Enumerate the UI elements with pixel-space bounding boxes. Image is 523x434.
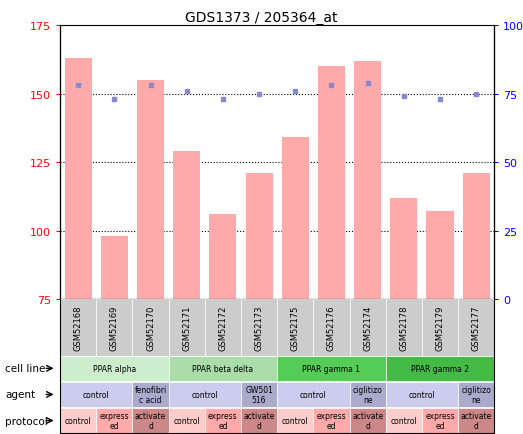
Bar — [101, 237, 128, 299]
Text: ciglitizo
ne: ciglitizo ne — [353, 385, 382, 404]
Text: GSM52168: GSM52168 — [74, 305, 83, 350]
Text: control: control — [391, 416, 417, 425]
Text: GDS1373 / 205364_at: GDS1373 / 205364_at — [185, 11, 338, 25]
Bar — [318, 67, 345, 299]
Text: express
ed: express ed — [208, 411, 238, 430]
Text: GSM52177: GSM52177 — [472, 305, 481, 350]
Bar — [245, 174, 272, 299]
Text: PPAR gamma 1: PPAR gamma 1 — [302, 364, 360, 373]
Text: control: control — [300, 390, 327, 399]
Text: control: control — [282, 416, 309, 425]
Bar — [282, 138, 309, 299]
Text: control: control — [83, 390, 110, 399]
Bar — [354, 62, 381, 299]
Text: protocol: protocol — [5, 416, 48, 425]
Bar — [65, 59, 92, 299]
Text: control: control — [191, 390, 218, 399]
Bar — [390, 198, 417, 299]
Bar — [173, 152, 200, 299]
Text: GSM52171: GSM52171 — [182, 305, 191, 350]
Text: express
ed: express ed — [316, 411, 346, 430]
Text: PPAR alpha: PPAR alpha — [93, 364, 136, 373]
Bar — [462, 174, 490, 299]
Text: GSM52170: GSM52170 — [146, 305, 155, 350]
Text: GSM52175: GSM52175 — [291, 305, 300, 350]
Text: GW501
516: GW501 516 — [245, 385, 273, 404]
Text: express
ed: express ed — [99, 411, 129, 430]
Text: GSM52179: GSM52179 — [436, 305, 445, 350]
Text: GSM52169: GSM52169 — [110, 305, 119, 350]
Text: ciglitizo
ne: ciglitizo ne — [461, 385, 491, 404]
Bar — [137, 81, 164, 299]
Text: activate
d: activate d — [244, 411, 275, 430]
Text: GSM52172: GSM52172 — [219, 305, 228, 350]
Text: agent: agent — [5, 390, 36, 399]
Text: activate
d: activate d — [352, 411, 383, 430]
Text: GSM52176: GSM52176 — [327, 305, 336, 350]
Text: cell line: cell line — [5, 364, 46, 373]
Text: activate
d: activate d — [461, 411, 492, 430]
Text: PPAR beta delta: PPAR beta delta — [192, 364, 254, 373]
Text: control: control — [65, 416, 92, 425]
Text: GSM52173: GSM52173 — [255, 305, 264, 350]
Bar — [209, 215, 236, 299]
Text: GSM52174: GSM52174 — [363, 305, 372, 350]
Text: express
ed: express ed — [425, 411, 455, 430]
Bar — [426, 212, 453, 299]
Text: GSM52178: GSM52178 — [399, 305, 408, 350]
Text: fenofibri
c acid: fenofibri c acid — [134, 385, 167, 404]
Text: activate
d: activate d — [135, 411, 166, 430]
Text: control: control — [408, 390, 435, 399]
Text: PPAR gamma 2: PPAR gamma 2 — [411, 364, 469, 373]
Text: control: control — [174, 416, 200, 425]
